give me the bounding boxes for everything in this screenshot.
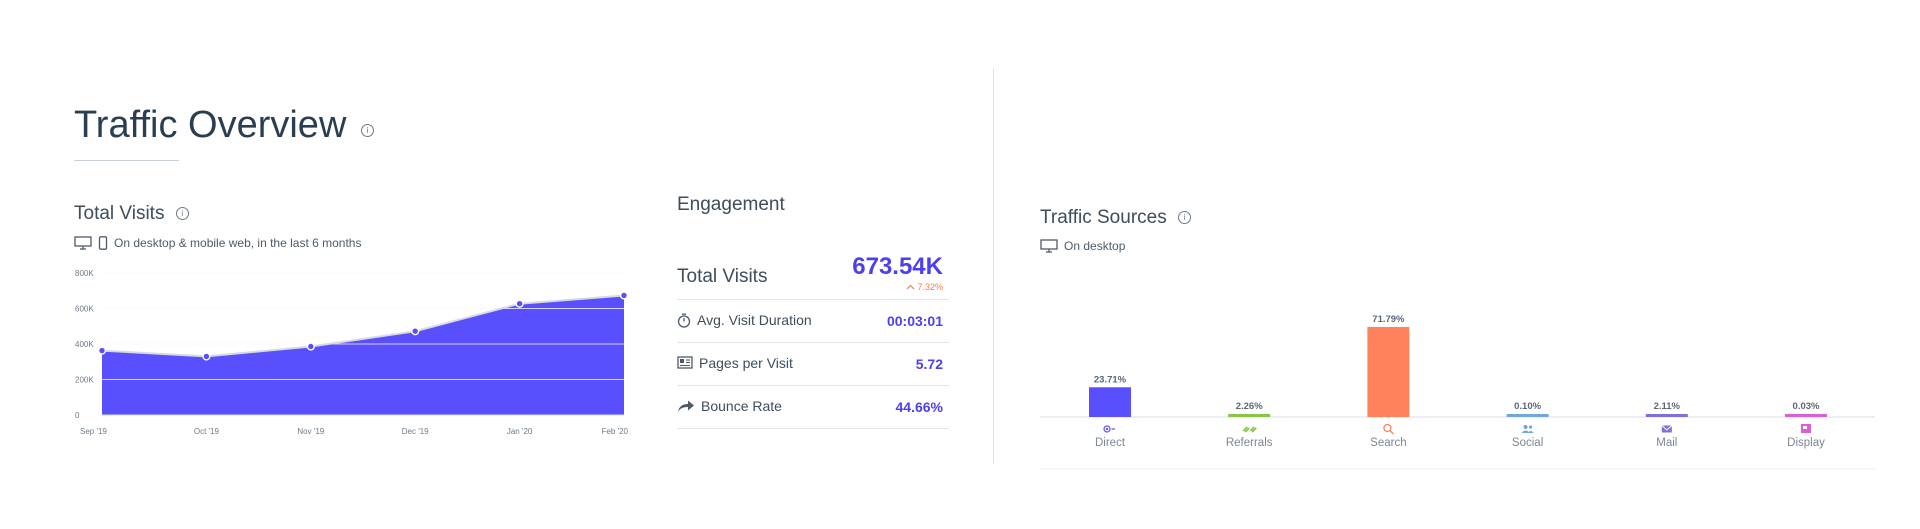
- y-tick-label: 0: [75, 411, 80, 420]
- stopwatch-icon: [677, 313, 691, 328]
- search-icon-handle: [1389, 430, 1394, 435]
- engagement-row-label-text: Avg. Visit Duration: [697, 312, 812, 328]
- data-point: [202, 352, 211, 361]
- search-icon-lens: [1383, 423, 1392, 433]
- mail-icon-flap: [1661, 425, 1673, 431]
- y-tick-label: 400K: [75, 340, 94, 349]
- caret-up-icon: [906, 284, 915, 290]
- mail-icon: [1661, 425, 1673, 433]
- desktop-icon: [1040, 239, 1058, 253]
- x-tick-label: Oct '19: [194, 427, 220, 436]
- bar-direct: [1089, 387, 1131, 417]
- pages-icon: [677, 356, 693, 369]
- engagement-row-duration: Avg. Visit Duration 00:03:01: [677, 300, 949, 343]
- social-icon-body: [1521, 430, 1534, 433]
- y-tick-label: 800K: [75, 269, 94, 278]
- engagement-row-value: 44.66%: [895, 399, 943, 415]
- category-label: Referrals: [1226, 437, 1273, 449]
- page-title-text: Traffic Overview: [74, 104, 347, 146]
- title-underline: [74, 160, 179, 161]
- traffic-sources-title: Traffic Sources i: [1040, 207, 1191, 229]
- total-visits-chart: 0 200K 400K 600K 800K Sep '19 Oct '19 Nov '19 De…: [75, 269, 629, 436]
- total-visits-title: Total Visits i: [74, 203, 189, 225]
- search-icon: [1383, 423, 1394, 435]
- category-label: Display: [1787, 437, 1825, 449]
- bar-search: [1367, 327, 1410, 417]
- x-tick-label: Feb '20: [602, 427, 629, 436]
- engagement-total-visits-label: Total Visits: [677, 266, 768, 287]
- info-icon[interactable]: i: [175, 207, 189, 221]
- engagement-row-label-text: Bounce Rate: [701, 398, 782, 414]
- x-tick-label: Jan '20: [507, 427, 533, 436]
- traffic-sources-subtitle: On desktop: [1040, 239, 1125, 253]
- bar-value-label: 23.71%: [1094, 374, 1127, 385]
- category-label: Social: [1512, 437, 1543, 449]
- traffic-sources-subtitle-text: On desktop: [1064, 239, 1126, 253]
- category-label: Direct: [1095, 437, 1126, 449]
- data-point: [306, 342, 315, 351]
- direct-icon-dot: [1105, 427, 1109, 431]
- visits-line: [101, 294, 625, 358]
- social-icon-head: [1523, 425, 1528, 429]
- info-icon[interactable]: i: [1178, 211, 1191, 225]
- visits-area: [102, 295, 624, 415]
- data-point: [619, 291, 629, 300]
- referrals-icon: [1242, 426, 1257, 433]
- bar-referrals: [1228, 414, 1271, 417]
- engagement-row-pages: Pages per Visit 5.72: [677, 343, 949, 386]
- bar-value-label: 71.79%: [1372, 314, 1405, 325]
- engagement-title: Engagement: [677, 194, 785, 215]
- direct-icon: [1103, 425, 1115, 433]
- visits-change-value: 7.32%: [917, 282, 943, 292]
- referrals-icon-links: [1242, 426, 1257, 433]
- social-icon: [1521, 425, 1534, 433]
- y-tick-label: 600K: [75, 305, 94, 314]
- engagement-row-label-text: Pages per Visit: [699, 355, 793, 371]
- engagement-total-visits-value: 673.54K: [852, 253, 943, 280]
- y-tick-label: 200K: [75, 376, 94, 385]
- bar-display: [1785, 414, 1827, 417]
- total-visits-subtitle-text: On desktop & mobile web, in the last 6 m…: [114, 236, 362, 250]
- engagement-row-bounce: Bounce Rate 44.66%: [677, 386, 949, 429]
- section-divider: [993, 68, 994, 464]
- social-icon-head: [1529, 425, 1533, 429]
- engagement-row-value: 00:03:01: [886, 313, 943, 329]
- x-tick-label: Dec '19: [402, 427, 429, 436]
- engagement-row-value: 5.72: [915, 356, 943, 372]
- x-tick-label: Nov '19: [297, 427, 324, 436]
- display-icon-inner: [1803, 426, 1807, 429]
- data-point: [97, 346, 107, 355]
- category-label: Search: [1370, 437, 1406, 449]
- category-label: Mail: [1656, 437, 1677, 449]
- traffic-sources-chart: 23.71% Direct 2.26% Referrals 71.79% Search 0.…: [1040, 314, 1875, 470]
- total-visits-title-text: Total Visits: [74, 203, 165, 224]
- engagement-total-visits-row: Total Visits 673.54K 7.32%: [677, 250, 949, 300]
- mobile-icon: [98, 236, 108, 250]
- bounce-arrow-icon: [678, 400, 694, 412]
- bar-value-label: 0.03%: [1793, 401, 1820, 412]
- total-visits-subtitle: On desktop & mobile web, in the last 6 m…: [74, 236, 361, 250]
- bar-value-label: 2.11%: [1654, 401, 1681, 412]
- data-point: [515, 299, 524, 308]
- desktop-icon: [74, 236, 92, 250]
- engagement-row-label: Bounce Rate: [677, 398, 782, 414]
- info-icon[interactable]: i: [360, 124, 374, 137]
- visits-change: 7.32%: [906, 282, 943, 292]
- bar-mail: [1645, 414, 1688, 417]
- direct-icon-ring: [1103, 425, 1111, 433]
- x-tick-label: Sep '19: [80, 427, 107, 436]
- page-title: Traffic Overview i: [74, 104, 374, 147]
- bar-value-label: 0.10%: [1514, 401, 1541, 412]
- engagement-row-label: Pages per Visit: [677, 355, 793, 371]
- data-point: [411, 327, 420, 336]
- bar-value-label: 2.26%: [1236, 401, 1263, 412]
- bar-social: [1506, 414, 1549, 417]
- engagement-row-label: Avg. Visit Duration: [677, 312, 812, 328]
- traffic-sources-title-text: Traffic Sources: [1040, 207, 1167, 228]
- mail-icon-envelope: [1661, 425, 1672, 433]
- display-icon: [1801, 424, 1811, 433]
